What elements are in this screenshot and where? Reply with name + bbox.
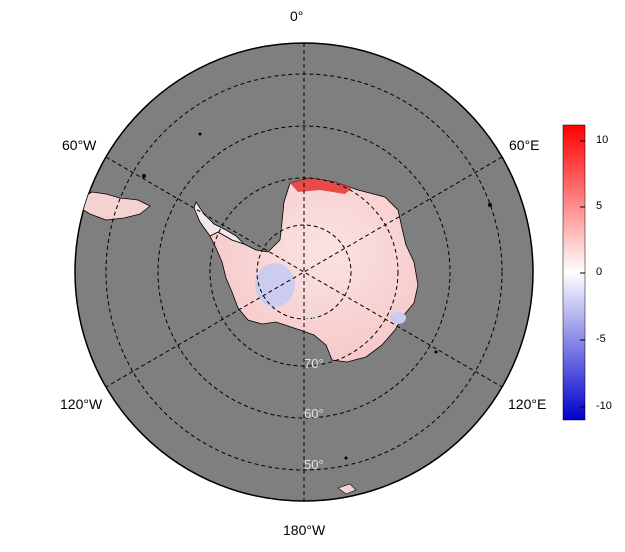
lon-label-0: 0°	[290, 8, 304, 24]
colorbar-tick-label: -5	[596, 333, 606, 345]
small-island	[488, 203, 492, 207]
lon-label-60w: 60°W	[62, 137, 97, 153]
small-island	[198, 132, 202, 136]
antarctic-peninsula	[193, 201, 245, 245]
lat-label-80: 80°	[304, 308, 324, 323]
colorbar-tick-label: 5	[596, 200, 603, 212]
lon-label-120e: 120°E	[508, 396, 547, 412]
lat-label-70: 70°	[304, 356, 324, 371]
lat-label-50: 50°	[304, 457, 324, 472]
lon-label-60e: 60°E	[509, 137, 540, 153]
lat-label-60: 60°	[304, 406, 324, 421]
colorbar-tick-label: 10	[596, 134, 609, 146]
small-island	[142, 174, 146, 178]
colorbar-tick-label: -10	[596, 400, 612, 412]
low-anomaly-east	[390, 312, 406, 324]
high-anomaly-coast	[290, 178, 352, 194]
small-island	[434, 350, 438, 354]
small-island	[337, 483, 357, 495]
lon-label-180w: 180°W	[283, 522, 326, 538]
small-island	[344, 456, 348, 460]
lon-label-120w: 120°W	[60, 396, 103, 412]
colorbar-ticks	[580, 140, 585, 408]
colorbar-tick-label: 0	[596, 266, 603, 278]
low-anomaly-region	[255, 263, 295, 307]
longitude-graticule	[105, 43, 503, 501]
south-america-tip	[77, 191, 151, 221]
